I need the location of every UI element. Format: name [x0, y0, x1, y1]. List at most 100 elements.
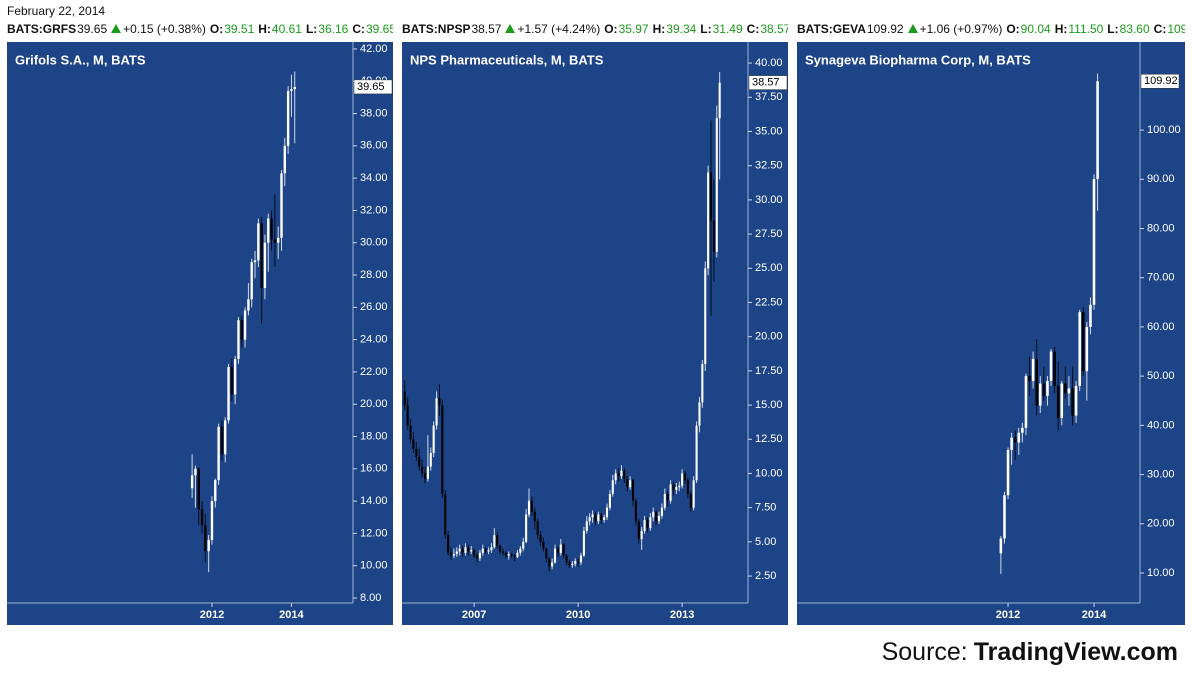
- candle-body: [516, 552, 519, 557]
- y-tick-label: 12.50: [755, 433, 783, 445]
- candle-body: [435, 398, 438, 426]
- last-price-box: [1140, 74, 1180, 89]
- candle-body: [197, 468, 200, 510]
- candle-body: [1060, 383, 1064, 418]
- quote-value: 39.65: [365, 22, 393, 36]
- candle-body: [594, 514, 597, 522]
- panel-background: [797, 42, 1185, 625]
- candle-body: [1028, 376, 1031, 382]
- candle-body: [712, 220, 715, 252]
- candle-body: [240, 320, 243, 340]
- candle-body: [455, 551, 458, 555]
- y-tick-label: 14.00: [360, 495, 388, 507]
- candle-body: [204, 525, 207, 552]
- candle-body: [553, 548, 557, 563]
- quote-value: 36.16: [318, 22, 349, 36]
- candle-body: [579, 555, 583, 563]
- panel-background: [402, 42, 788, 625]
- y-tick-label: 22.00: [360, 366, 388, 378]
- candle-body: [438, 398, 441, 406]
- candle-body: [217, 426, 220, 481]
- quote-value: 31.49: [712, 22, 743, 36]
- up-arrow: [111, 24, 122, 33]
- candle-body: [406, 405, 409, 426]
- candle-body: [243, 310, 247, 340]
- candle-body: [273, 239, 277, 243]
- source-site: TradingView.com: [973, 638, 1178, 666]
- candle-body: [620, 470, 623, 477]
- source: Source: TradingView.com: [882, 638, 1178, 667]
- candle-body: [1085, 326, 1089, 372]
- candle-body: [286, 90, 290, 146]
- candle-body: [1049, 351, 1053, 382]
- candle-body: [591, 514, 594, 518]
- candle-body: [293, 86, 296, 90]
- candle-body: [652, 511, 655, 518]
- symbol: BATS:GEVA: [797, 22, 866, 36]
- y-tick-label: 40.00: [1147, 419, 1175, 431]
- quote-line: BATS:NPSP38.57 +1.57 (+4.24%) O:35.97 H:39.…: [402, 22, 788, 40]
- y-tick-label: 2.50: [755, 570, 776, 582]
- candle-body: [640, 530, 643, 540]
- candle-body: [663, 493, 666, 508]
- y-tick-label: 60.00: [1147, 321, 1175, 333]
- candle-body: [501, 551, 505, 553]
- y-tick-label: 32.00: [360, 204, 388, 216]
- last-price: 109.92: [866, 22, 904, 36]
- candle-body: [499, 545, 502, 552]
- candle-body: [603, 517, 606, 520]
- candle-body: [571, 563, 574, 566]
- y-tick-label: 24.00: [360, 334, 388, 346]
- candle-body: [574, 561, 577, 564]
- candle-body: [496, 535, 499, 546]
- quote-label: C:: [1153, 22, 1167, 36]
- last-price-box: [748, 75, 788, 90]
- candle-body: [539, 535, 542, 542]
- quote-value: 111.50: [1068, 22, 1104, 36]
- candle-body: [631, 480, 635, 501]
- candle-body: [490, 547, 493, 551]
- candle-body: [692, 480, 695, 508]
- source-prefix: Source:: [881, 638, 968, 666]
- y-tick-label: 70.00: [1147, 272, 1175, 284]
- candle-body: [617, 473, 620, 477]
- y-tick-label: 80.00: [1147, 222, 1175, 234]
- y-tick-label: 18.00: [360, 430, 388, 442]
- candle-body: [507, 554, 510, 556]
- quote-label: O:: [209, 22, 224, 36]
- candle-body: [1010, 437, 1013, 450]
- y-tick-label: 90.00: [1147, 173, 1175, 185]
- candle-body: [210, 501, 214, 540]
- candle-body: [220, 426, 224, 455]
- y-tick-label: 42.00: [360, 43, 388, 55]
- candle-body: [637, 521, 640, 540]
- candle-body: [190, 475, 194, 489]
- candle-body: [421, 466, 424, 474]
- candle-body: [1092, 179, 1096, 305]
- candle-body: [577, 561, 580, 563]
- candle-body: [678, 485, 681, 488]
- y-tick-label: 10.00: [1147, 567, 1175, 579]
- y-tick-label: 28.00: [360, 269, 388, 281]
- last-price: 38.57: [471, 22, 502, 36]
- candle-body: [522, 541, 525, 549]
- y-tick-label: 37.50: [755, 91, 783, 103]
- x-tick-label: 2014: [1082, 609, 1107, 621]
- candle-body: [214, 480, 217, 502]
- candle-body: [525, 514, 528, 542]
- candle-body: [536, 521, 539, 536]
- y-tick-label: 15.00: [755, 399, 783, 411]
- candle-body: [1081, 312, 1085, 372]
- candle-body: [666, 493, 669, 501]
- y-tick-label: 10.00: [360, 560, 388, 572]
- candle-body: [403, 391, 406, 406]
- last-price-label: 39.65: [357, 81, 385, 93]
- candle-body: [643, 519, 646, 531]
- candle-body: [533, 511, 536, 522]
- candle-body: [672, 484, 675, 490]
- candle-body: [237, 320, 240, 359]
- symbol: BATS:GRFS: [7, 22, 77, 36]
- y-tick-label: 100.00: [1147, 124, 1181, 136]
- candle-body: [597, 514, 600, 522]
- candle-body: [683, 473, 687, 481]
